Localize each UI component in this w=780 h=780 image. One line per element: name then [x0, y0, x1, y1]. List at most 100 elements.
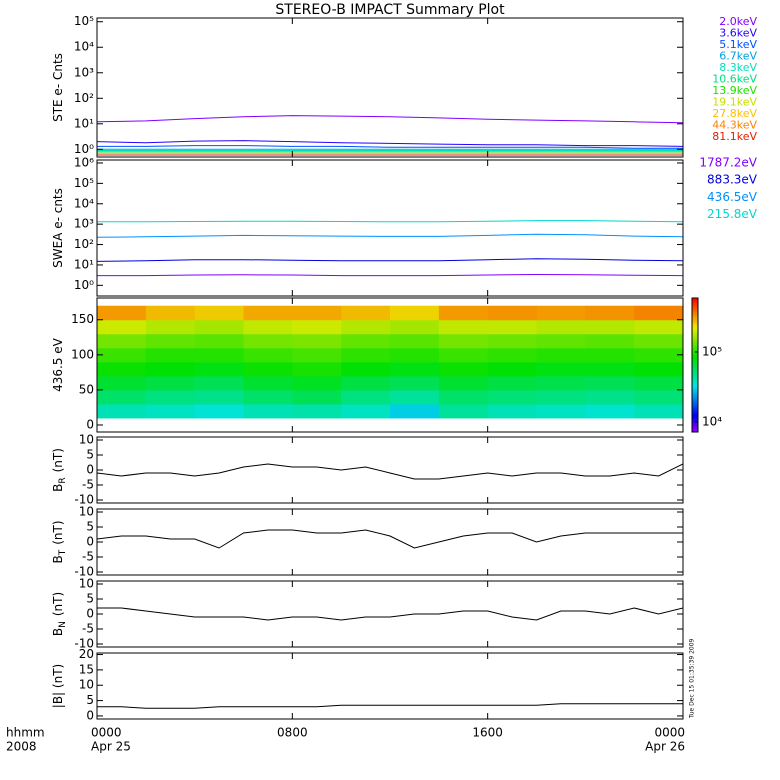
heatmap-cell [145, 403, 196, 419]
panel-6 [97, 703, 683, 709]
colorbar-step [692, 405, 698, 408]
colorbar-step [692, 304, 698, 308]
legend-entry: 8.3keV [719, 61, 757, 74]
legend-entry: 13.9keV [712, 84, 757, 97]
series-line [97, 273, 683, 277]
heatmap-cell [536, 375, 586, 391]
unit-label: hhmm [6, 726, 45, 740]
legend-entry: 1787.2eV [699, 156, 757, 170]
series-line [97, 220, 683, 223]
colorbar-step [692, 394, 698, 397]
y-tick-label: 5 [86, 592, 94, 606]
heatmap-cell [145, 333, 196, 349]
colorbar-step [692, 365, 698, 368]
heatmap-cell [145, 305, 196, 321]
y-axis-label: BR (nT) [51, 448, 68, 492]
heatmap-cell [634, 305, 683, 321]
series-line [97, 258, 683, 262]
heatmap-cell [390, 347, 440, 363]
colorbar-step [692, 378, 698, 382]
colorbar-step [692, 385, 698, 388]
panel-frame [96, 17, 684, 158]
heatmap-cell [438, 375, 489, 391]
heatmap-cell [536, 333, 586, 349]
colorbar-step [692, 353, 698, 357]
legend-entry: 2.0keV [719, 15, 757, 28]
heatmap-cell [194, 403, 244, 419]
heatmap-cell [585, 361, 635, 377]
heatmap-cell [292, 333, 342, 349]
heatmap-cell [341, 305, 391, 321]
panel-frame [96, 508, 684, 576]
heatmap-cell [292, 403, 342, 419]
heatmap-cell [292, 389, 342, 405]
y-tick-label: -5 [82, 478, 94, 492]
legend-entry: 10.6keV [712, 73, 757, 86]
y-label-sub: T [58, 549, 68, 556]
y-tick-label: 10 [79, 505, 94, 519]
y-label-main: B [51, 484, 65, 492]
x-tick-label: 0000 [91, 726, 122, 740]
colorbar-step [692, 373, 698, 377]
x-tick-label: 0800 [277, 726, 308, 740]
colorbar-step [692, 333, 698, 337]
y-tick-label: 50 [79, 382, 94, 396]
heatmap-cell [585, 305, 635, 321]
colorbar-step [692, 356, 698, 359]
heatmap-cell [585, 347, 635, 363]
heatmap-cell [487, 375, 537, 391]
panel-4 [97, 529, 683, 549]
panel-frame [96, 580, 684, 648]
heatmap-cell [243, 305, 293, 321]
y-axis-label: BT (nT) [51, 520, 68, 563]
colorbar-step [692, 411, 698, 415]
heatmap-cell [341, 403, 391, 419]
colorbar-tick-label: 10⁴ [702, 415, 722, 429]
y-label-unit: (nT) [51, 448, 65, 472]
y-tick-label: 150 [71, 312, 94, 326]
heatmap-cell [194, 389, 244, 405]
heatmap-cell [97, 333, 147, 349]
heatmap-cell [341, 347, 391, 363]
y-tick-label: 10⁰ [74, 142, 94, 156]
panel-frame [96, 297, 684, 433]
panel-1 [97, 220, 683, 277]
heatmap-cell [243, 375, 293, 391]
colorbar-step [692, 298, 698, 301]
colorbar-step [692, 324, 698, 328]
heatmap-cell [292, 361, 342, 377]
y-tick-label: 100 [71, 347, 94, 361]
colorbar-step [692, 396, 698, 399]
y-tick-label: 10¹ [74, 257, 94, 271]
heatmap-cell [536, 347, 586, 363]
colorbar-step [692, 414, 698, 417]
legend-entry: 44.3keV [712, 119, 757, 132]
colorbar-step [692, 315, 698, 319]
panel-2 [97, 305, 683, 419]
legend-entry: 215.8eV [707, 207, 758, 221]
colorbar-step [692, 342, 698, 346]
colorbar-step [692, 429, 698, 433]
y-label-main: B [51, 628, 65, 636]
colorbar-step [692, 425, 698, 429]
heatmap-cell [438, 333, 489, 349]
heatmap-cell [438, 389, 489, 405]
colorbar-step [692, 320, 698, 324]
heatmap-cell [194, 333, 244, 349]
heatmap-cell [438, 319, 489, 335]
y-label-main: SWEA e- cnts [51, 188, 65, 268]
y-label-sub: R [58, 477, 68, 483]
heatmap-cell [536, 389, 586, 405]
y-axis-label: |B| (nT) [51, 664, 65, 708]
heatmap-cell [243, 347, 293, 363]
heatmap-cell [487, 347, 537, 363]
y-tick-label: 10 [79, 678, 94, 692]
legend-entry: 27.8keV [712, 107, 757, 120]
y-tick-label: 20 [79, 647, 94, 661]
colorbar-step [692, 351, 698, 355]
y-tick-label: 10⁰ [74, 278, 94, 292]
y-axis-label: 436.5 eV [51, 337, 65, 392]
heatmap-cell [634, 403, 683, 419]
colorbar-step [692, 382, 698, 386]
y-label-sub: N [58, 621, 68, 628]
